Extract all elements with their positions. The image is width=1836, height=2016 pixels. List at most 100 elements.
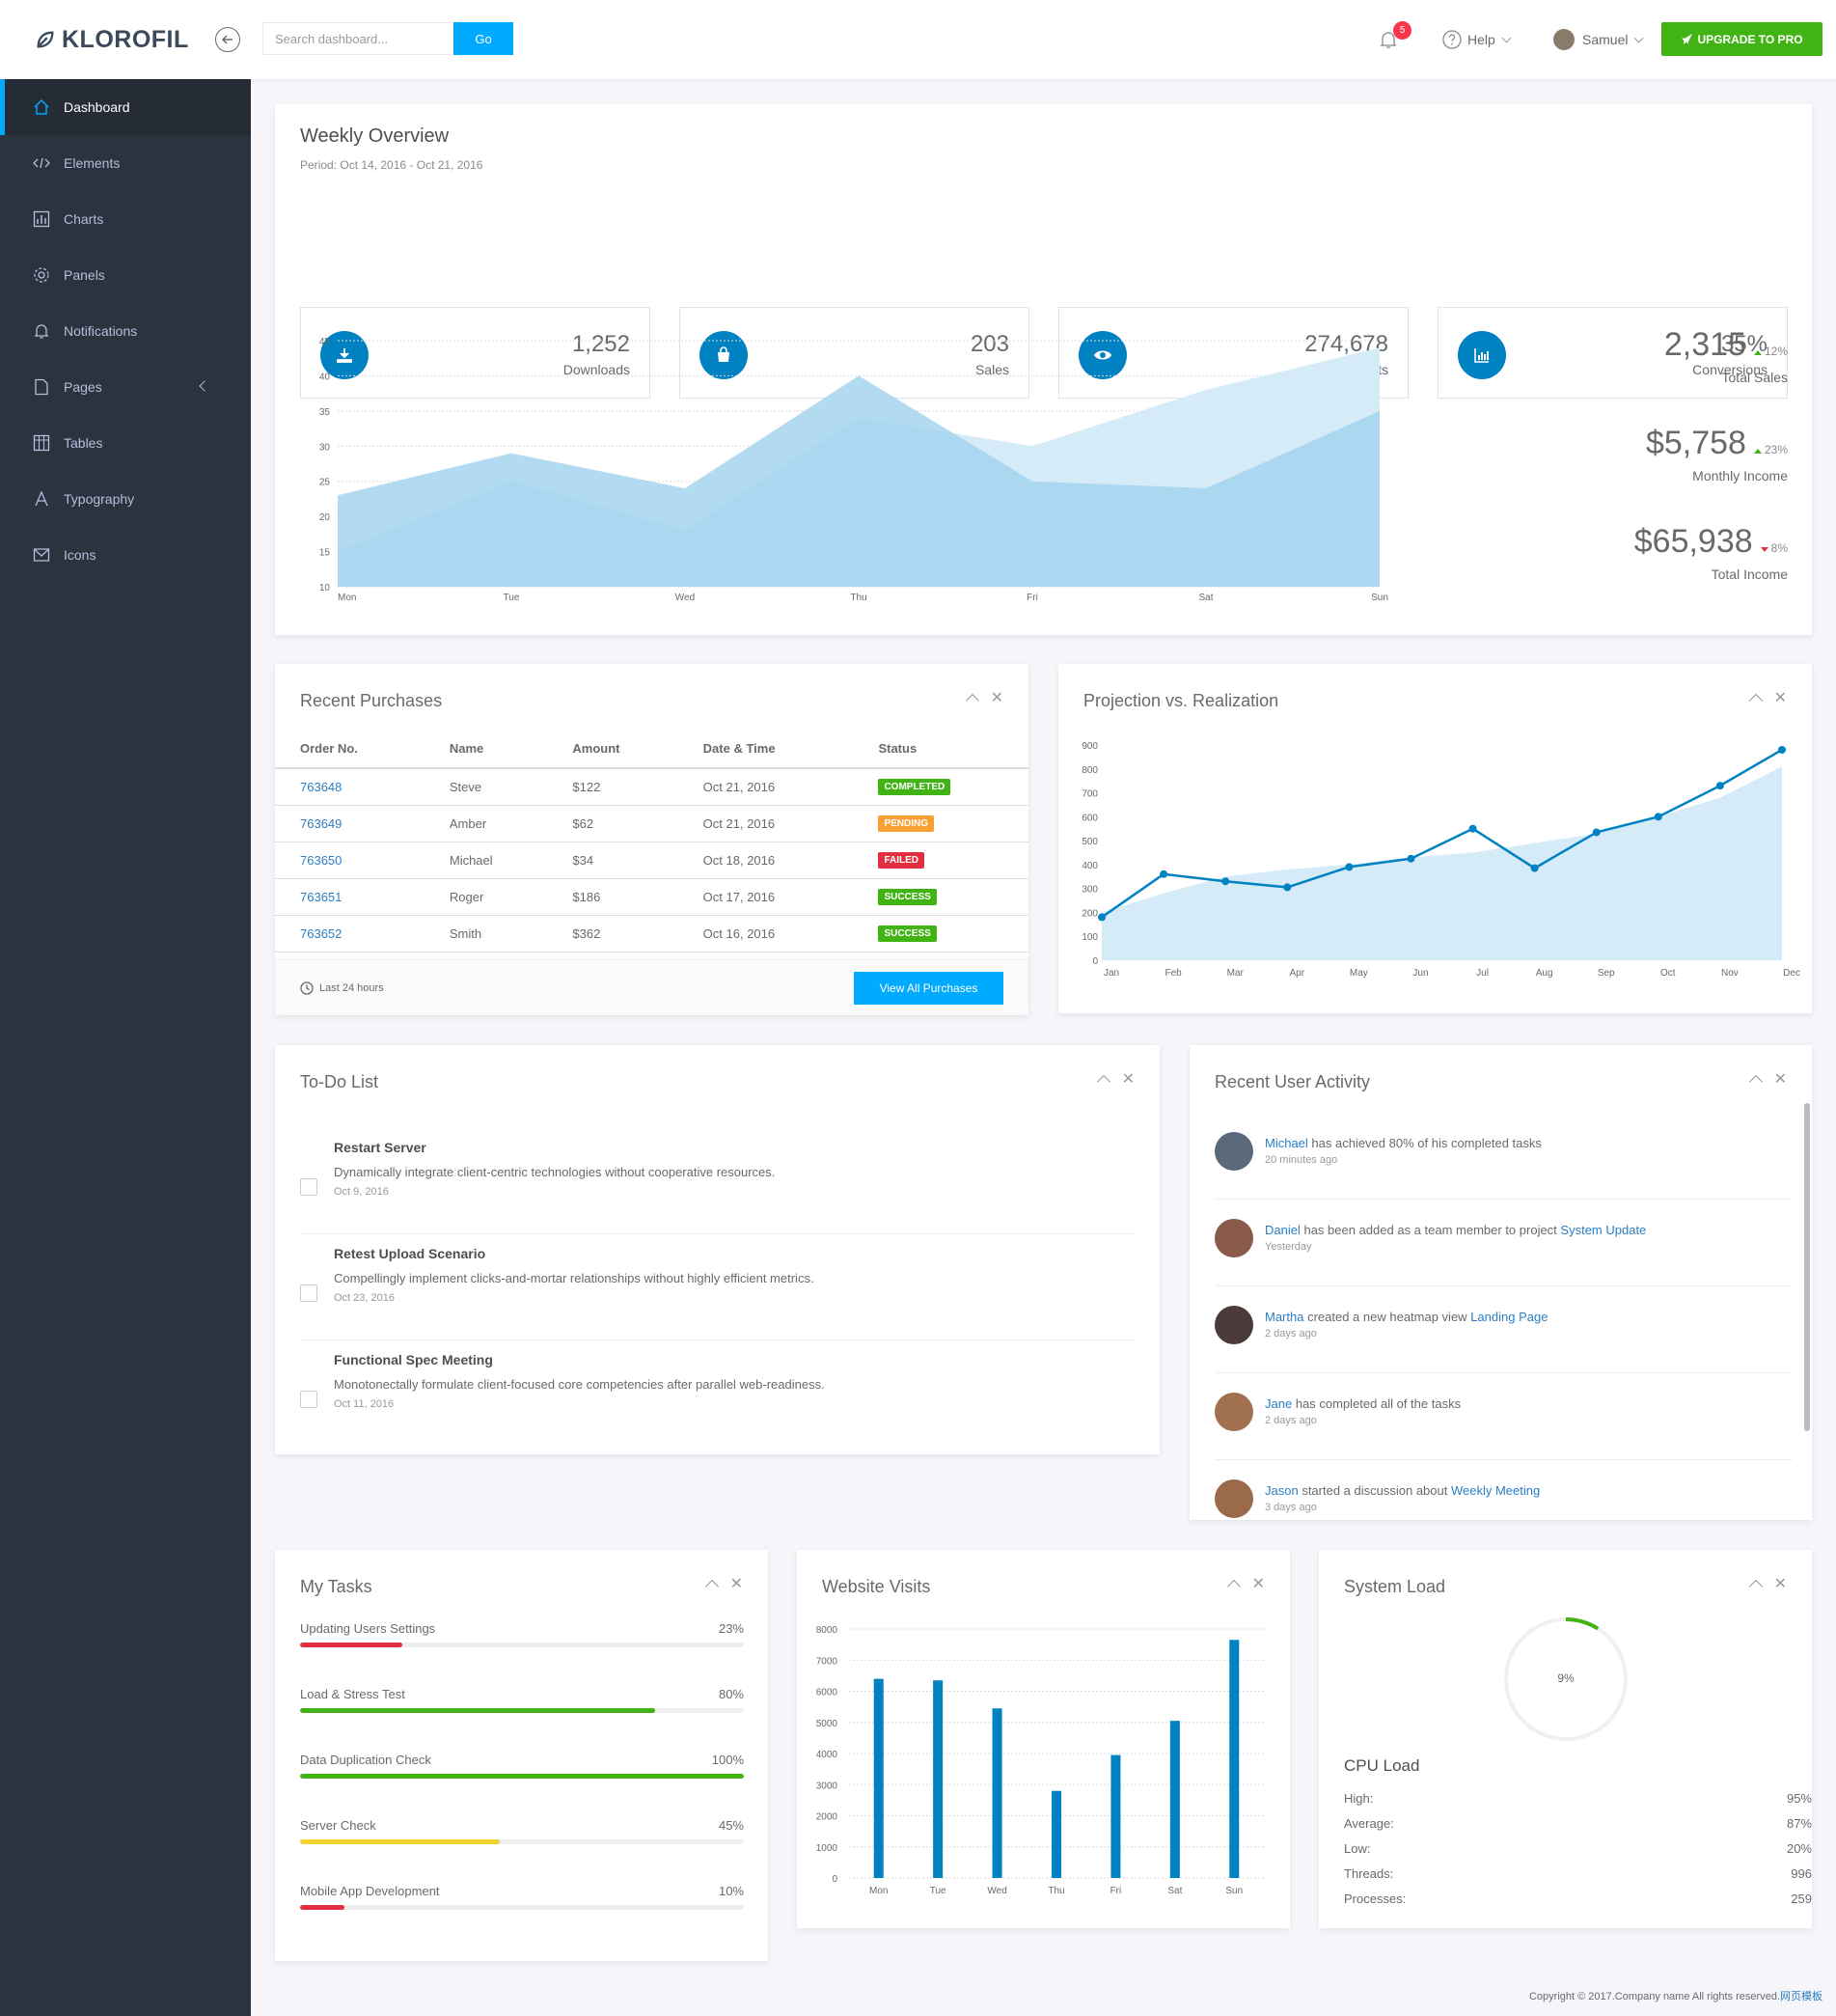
x-tick-label: Aug xyxy=(1536,968,1553,979)
sidebar-item-label: Panels xyxy=(64,267,105,283)
y-tick-label: 25 xyxy=(319,478,331,488)
search-go-button[interactable]: Go xyxy=(453,22,513,55)
bar[interactable] xyxy=(1110,1754,1121,1878)
column-header: Status xyxy=(853,730,1028,769)
bar[interactable] xyxy=(1169,1721,1180,1878)
order-link[interactable]: 763651 xyxy=(300,889,343,904)
todo-checkbox[interactable] xyxy=(300,1391,317,1408)
data-point[interactable] xyxy=(1098,913,1106,922)
cpu-stat-value: 996 xyxy=(1791,1866,1812,1881)
data-point[interactable] xyxy=(1345,863,1354,871)
activity-user-link[interactable]: Jane xyxy=(1265,1396,1293,1411)
collapse-icon[interactable] xyxy=(704,1579,719,1594)
sidebar-toggle-button[interactable] xyxy=(215,27,240,52)
bar[interactable] xyxy=(992,1708,1002,1878)
status-badge: COMPLETED xyxy=(878,779,951,796)
system-load-panel: System Load ✕ 9% CPU Load High: 95% Averag… xyxy=(1319,1550,1812,1928)
order-link[interactable]: 763652 xyxy=(300,925,343,941)
close-icon[interactable]: ✕ xyxy=(1773,1071,1787,1088)
user-dropdown[interactable]: Samuel xyxy=(1553,21,1644,58)
cpu-stat-value: 87% xyxy=(1786,1816,1812,1831)
data-point[interactable] xyxy=(1715,782,1724,790)
order-cell: 763648 xyxy=(275,768,425,806)
sidebar-item-icons[interactable]: Icons xyxy=(0,527,251,583)
sidebar-item-typography[interactable]: Typography xyxy=(0,471,251,527)
x-tick-label: Jan xyxy=(1104,968,1119,979)
panel-title: My Tasks xyxy=(300,1577,372,1596)
table-row: 763650 Michael $34 Oct 18, 2016 FAILED xyxy=(275,842,1028,879)
bar[interactable] xyxy=(1229,1640,1240,1878)
collapse-icon[interactable] xyxy=(1226,1579,1241,1594)
close-icon[interactable]: ✕ xyxy=(990,690,1003,706)
area-series-2 xyxy=(338,375,1380,587)
data-point[interactable] xyxy=(1654,813,1662,821)
collapse-icon[interactable] xyxy=(1748,1074,1763,1090)
sidebar-item-elements[interactable]: Elements xyxy=(0,135,251,191)
activity-target-link[interactable]: System Update xyxy=(1560,1223,1647,1237)
my-tasks-panel: My Tasks ✕ Updating Users Settings 23% Loa… xyxy=(275,1550,768,1961)
projection-line-chart: 0 100 200 300 400 500 600 700 800 900 Jan Feb Mar Apr… xyxy=(1082,741,1800,979)
help-dropdown[interactable]: Help xyxy=(1442,21,1512,58)
panel-controls: ✕ xyxy=(1748,690,1787,708)
cpu-stat-row: Average: 87% xyxy=(1344,1816,1812,1831)
bar[interactable] xyxy=(873,1678,884,1878)
close-icon[interactable]: ✕ xyxy=(1773,690,1787,706)
todo-checkbox[interactable] xyxy=(300,1284,317,1302)
activity-user-link[interactable]: Martha xyxy=(1265,1310,1304,1324)
summary-monthly-income: $5,758 23% Monthly Income xyxy=(1646,425,1788,483)
order-link[interactable]: 763648 xyxy=(300,779,343,794)
close-icon[interactable]: ✕ xyxy=(1121,1071,1135,1088)
date-cell: Oct 17, 2016 xyxy=(677,878,854,916)
todo-checkbox[interactable] xyxy=(300,1178,317,1196)
collapse-icon[interactable] xyxy=(1748,1579,1763,1594)
data-point[interactable] xyxy=(1468,824,1477,833)
close-icon[interactable]: ✕ xyxy=(1773,1576,1787,1592)
x-tick-label: Dec xyxy=(1783,968,1800,979)
collapse-icon[interactable] xyxy=(965,693,979,708)
notifications-dropdown[interactable]: 5 xyxy=(1380,21,1411,58)
activity-target-link[interactable]: Landing Page xyxy=(1470,1310,1548,1324)
avatar xyxy=(1215,1219,1253,1257)
upgrade-to-pro-button[interactable]: UPGRADE TO PRO xyxy=(1661,22,1822,56)
activity-target-link[interactable]: Weekly Meeting xyxy=(1450,1483,1541,1498)
summary-change: 23% xyxy=(1753,443,1788,456)
sidebar-item-pages[interactable]: Pages xyxy=(0,359,251,415)
recent-activity-panel: Recent User Activity ✕ Michael has achie… xyxy=(1190,1045,1812,1520)
activity-user-link[interactable]: Michael xyxy=(1265,1136,1308,1150)
collapse-icon[interactable] xyxy=(1748,693,1763,708)
activity-text: Jason started a discussion about Weekly … xyxy=(1265,1483,1540,1498)
data-point[interactable] xyxy=(1778,745,1786,754)
search-input[interactable] xyxy=(262,22,453,55)
activity-user-link[interactable]: Jason xyxy=(1265,1483,1299,1498)
bar[interactable] xyxy=(933,1680,944,1878)
chevron-down-icon xyxy=(1501,33,1512,42)
data-point[interactable] xyxy=(1221,877,1230,886)
activity-user-link[interactable]: Daniel xyxy=(1265,1223,1301,1237)
bar[interactable] xyxy=(1052,1790,1061,1878)
data-point[interactable] xyxy=(1407,854,1415,863)
activity-item: Martha created a new heatmap view Landin… xyxy=(1215,1286,1793,1373)
close-icon[interactable]: ✕ xyxy=(729,1576,743,1592)
data-point[interactable] xyxy=(1592,828,1601,837)
x-tick-label: Sun xyxy=(1225,1886,1243,1896)
sidebar-item-dashboard[interactable]: Dashboard xyxy=(0,79,251,135)
collapse-icon[interactable] xyxy=(1096,1074,1110,1090)
view-all-purchases-button[interactable]: View All Purchases xyxy=(854,972,1003,1005)
x-tick-label: Thu xyxy=(850,593,866,603)
footer-link[interactable]: 网页模板 xyxy=(1780,1991,1822,2002)
sidebar-item-tables[interactable]: Tables xyxy=(0,415,251,471)
close-icon[interactable]: ✕ xyxy=(1251,1576,1265,1592)
projection-panel: Projection vs. Realization ✕ 0 100 200 300 4… xyxy=(1058,664,1812,1013)
sidebar-item-charts[interactable]: Charts xyxy=(0,191,251,247)
sidebar-item-panels[interactable]: Panels xyxy=(0,247,251,303)
footer-note: Last 24 hours xyxy=(300,981,384,995)
data-point[interactable] xyxy=(1530,864,1539,872)
sidebar-item-notifications[interactable]: Notifications xyxy=(0,303,251,359)
data-point[interactable] xyxy=(1283,883,1292,892)
sidebar-item-label: Typography xyxy=(64,491,135,507)
order-link[interactable]: 763649 xyxy=(300,815,343,831)
scrollbar[interactable] xyxy=(1804,1103,1810,1431)
brand-logo[interactable]: KLOROFIL xyxy=(35,25,189,54)
data-point[interactable] xyxy=(1160,870,1168,878)
order-link[interactable]: 763650 xyxy=(300,852,343,868)
